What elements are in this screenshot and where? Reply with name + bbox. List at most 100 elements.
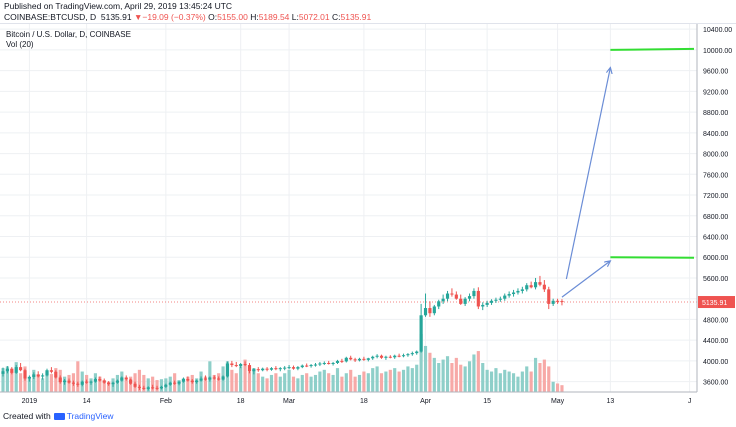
x-tick-label: Apr — [420, 398, 432, 405]
volume-bar — [516, 376, 520, 392]
candle-body — [269, 368, 274, 370]
volume-bar — [287, 369, 291, 392]
volume-bar — [300, 374, 304, 392]
volume-bar — [551, 381, 555, 392]
candle-body — [124, 377, 128, 380]
candle-body — [85, 381, 89, 383]
volume-bar — [234, 373, 238, 392]
candle-body — [362, 358, 366, 360]
volume-bar — [331, 374, 335, 392]
candle-body — [445, 293, 450, 299]
volume-bar — [327, 373, 331, 392]
volume-bar — [419, 334, 423, 392]
y-tick-label: 3600.00 — [703, 380, 728, 387]
candle-body — [366, 358, 370, 360]
candle-body — [261, 368, 265, 371]
volume-bar — [454, 357, 458, 392]
close-value: 5135.91 — [340, 12, 372, 22]
x-tick-label: 14 — [83, 398, 91, 405]
price-down-icon: ▼ — [133, 12, 143, 22]
candle-body — [511, 292, 516, 295]
volume-bar — [261, 376, 265, 392]
tradingview-logo-icon — [53, 413, 65, 420]
chart-legend: Bitcoin / U.S. Dollar, D, COINBASE Vol (… — [6, 30, 131, 50]
last-price-value: 5135.91 — [100, 12, 132, 22]
candle-body — [195, 380, 199, 383]
volume-bar — [159, 379, 164, 392]
candle-body — [371, 356, 375, 359]
candle-body — [437, 301, 441, 307]
volume-bar — [371, 368, 375, 392]
volume-bar — [181, 378, 186, 392]
legend-volume: Vol (20) — [6, 40, 34, 49]
x-tick-label: 2019 — [22, 398, 38, 405]
volume-bar — [41, 378, 45, 392]
open-value: 5155.00 — [217, 12, 248, 22]
y-tick-label: 6800.00 — [703, 214, 728, 221]
chart-area[interactable]: 3600.004000.004400.004800.005200.005600.… — [0, 24, 736, 409]
volume-bar — [489, 371, 494, 392]
candle-body — [485, 302, 489, 305]
candle-body — [129, 379, 133, 384]
volume-bar — [525, 366, 529, 392]
tradingview-brand[interactable]: TradingView — [66, 411, 114, 421]
candle-body — [419, 315, 423, 352]
volume-bar — [14, 362, 18, 392]
y-tick-label: 4800.00 — [703, 317, 728, 324]
candle-body — [547, 289, 551, 304]
y-tick-label: 7200.00 — [703, 193, 728, 200]
volume-bar — [89, 378, 93, 392]
price-chart[interactable]: 3600.004000.004400.004800.005200.005600.… — [0, 24, 736, 409]
candle-body — [428, 308, 432, 314]
candle-body — [406, 354, 410, 356]
volume-bar — [388, 369, 392, 392]
candle-body — [159, 386, 164, 389]
volume-bar — [76, 361, 80, 392]
volume-bar — [309, 376, 313, 392]
candle-body — [71, 382, 75, 384]
candle-body — [300, 365, 304, 368]
volume-bars — [1, 334, 564, 392]
volume-bar — [19, 373, 23, 392]
candle-body — [208, 377, 212, 380]
volume-bar — [177, 380, 181, 392]
candle-body — [309, 365, 313, 367]
candle-body — [525, 285, 529, 290]
volume-bar — [344, 373, 348, 392]
close-label: C: — [332, 12, 341, 22]
x-tick-label: 15 — [483, 398, 491, 405]
last-price-tag — [698, 296, 735, 309]
candle-body — [274, 368, 278, 370]
candle-body — [489, 300, 494, 303]
candle-body — [415, 351, 419, 354]
candle-body — [331, 362, 335, 365]
candle-body — [560, 301, 564, 303]
volume-bar — [393, 368, 397, 392]
low-value: 5072.01 — [298, 12, 330, 22]
volume-bar — [239, 366, 243, 392]
candle-body — [155, 387, 159, 389]
y-tick-label: 7600.00 — [703, 172, 728, 179]
volume-bar — [124, 380, 128, 392]
y-tick-label: 10000.00 — [703, 48, 732, 55]
candles — [1, 275, 564, 391]
candle-body — [19, 367, 23, 371]
volume-bar — [45, 371, 49, 392]
candle-body — [379, 355, 384, 358]
candle-body — [225, 363, 230, 377]
volume-bar — [415, 364, 419, 392]
chart-header: Published on TradingView.com, April 29, … — [2, 0, 732, 22]
volume-bar — [423, 345, 428, 392]
volume-bar — [98, 376, 102, 392]
candle-body — [1, 371, 5, 374]
volume-bar — [217, 373, 221, 392]
target-line — [610, 256, 695, 259]
candle-body — [533, 282, 538, 288]
candle-body — [529, 285, 533, 288]
volume-bar — [432, 357, 436, 392]
candle-body — [98, 379, 102, 381]
volume-bar — [305, 373, 309, 392]
x-tick-label: Feb — [160, 398, 172, 405]
candle-body — [516, 290, 520, 293]
header-divider — [0, 23, 736, 24]
